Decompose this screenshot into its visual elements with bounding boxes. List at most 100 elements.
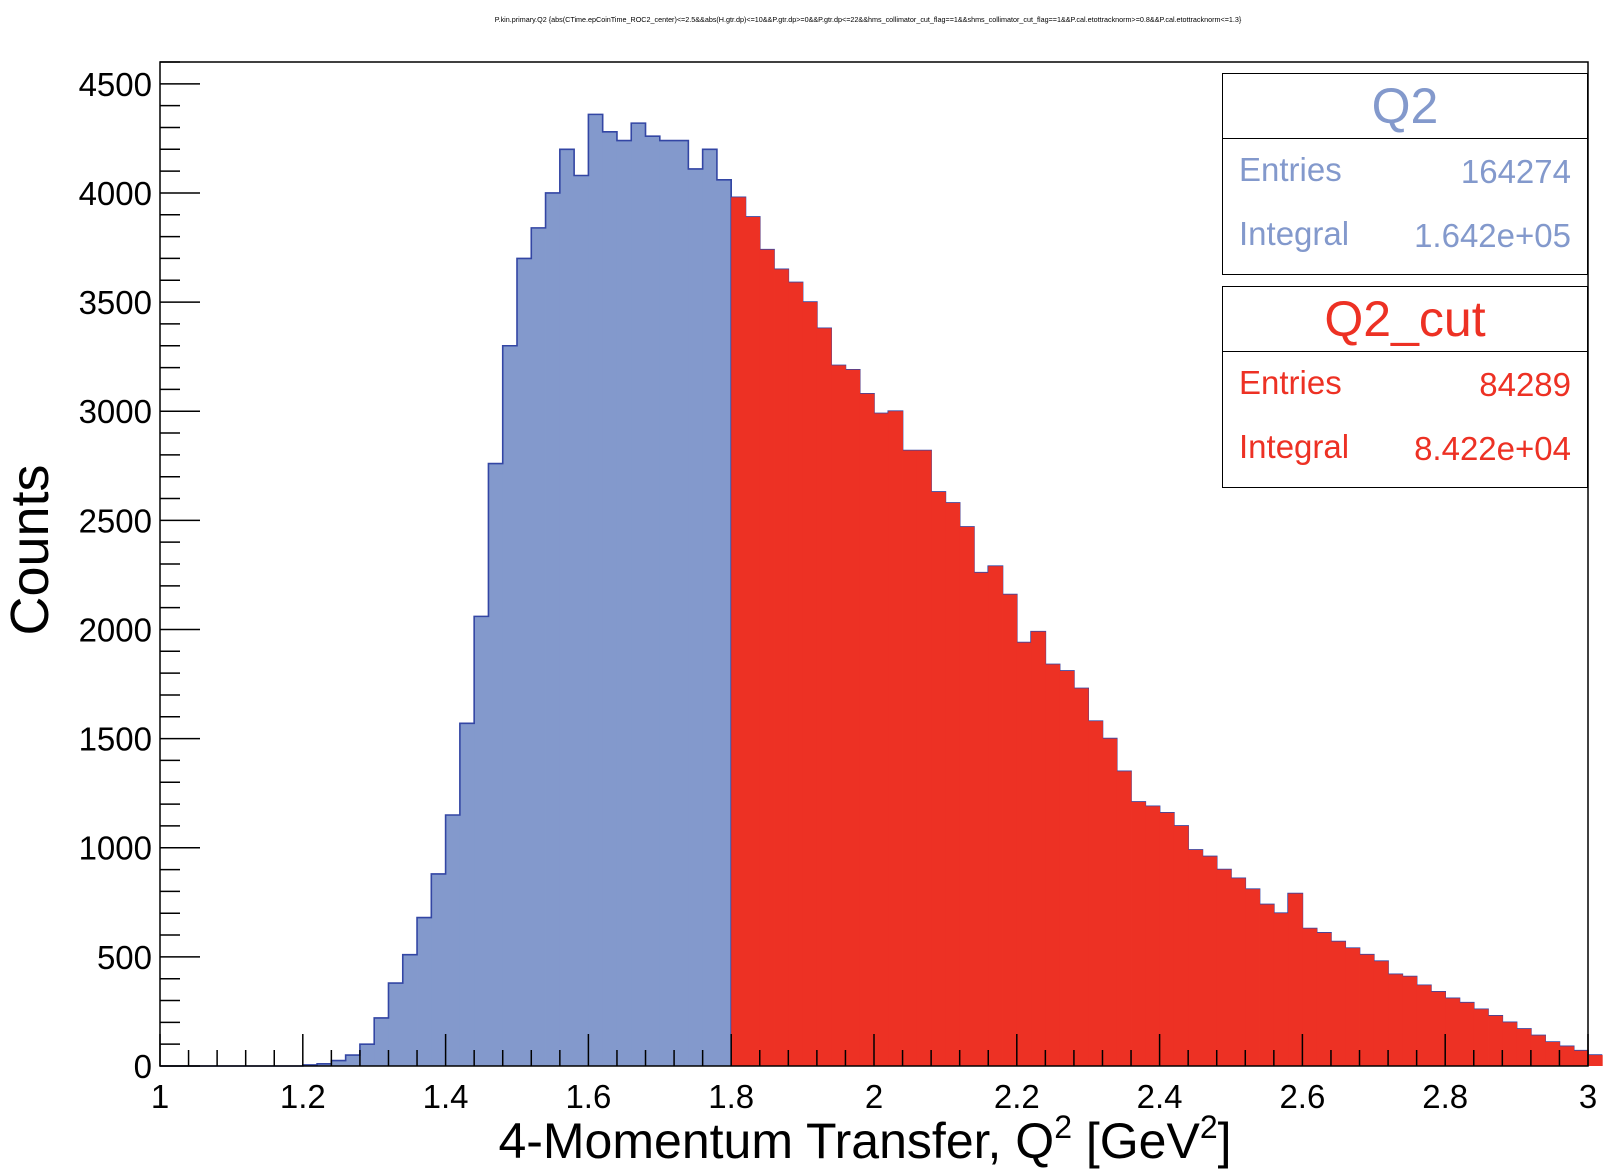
histogram-bin	[1059, 670, 1075, 1066]
histogram-bin	[1459, 1002, 1475, 1066]
histogram-bin	[1259, 904, 1275, 1066]
histogram-bin	[1288, 893, 1303, 1066]
histogram-bin	[774, 269, 789, 1066]
histogram-bin	[888, 411, 903, 1066]
histogram-bin	[331, 1060, 347, 1066]
x-tick-label: 1.8	[708, 1078, 754, 1115]
y-tick-label: 2500	[79, 502, 152, 539]
x-axis-label-units: [GeV	[1072, 1113, 1200, 1169]
histogram-bin	[1359, 954, 1375, 1066]
histogram-bin	[1216, 869, 1232, 1066]
histogram-bin	[859, 393, 875, 1066]
histogram-q2-cut-series	[731, 197, 1603, 1067]
x-tick-label: 1.4	[423, 1078, 469, 1115]
histogram-bin	[417, 917, 432, 1066]
y-tick-label: 1500	[79, 721, 152, 758]
histogram-bin	[1188, 849, 1203, 1066]
histogram-bin	[1488, 1015, 1503, 1066]
x-axis-label: 4-Momentum Transfer, Q2 [GeV2]	[498, 1109, 1231, 1169]
histogram-bin	[402, 954, 418, 1066]
histogram-bin	[702, 149, 718, 1067]
histogram-bin	[1330, 941, 1346, 1066]
x-tick-label: 2	[865, 1078, 883, 1115]
histogram-bin	[1273, 913, 1289, 1066]
histogram-bin	[816, 328, 832, 1066]
histogram-bin	[602, 131, 618, 1066]
histogram-bin	[1345, 948, 1360, 1066]
y-tick-label: 4000	[79, 175, 152, 212]
histogram-bin	[1516, 1028, 1532, 1066]
histogram-bin	[945, 502, 961, 1066]
histogram-bin	[1002, 594, 1018, 1066]
histogram-bin	[959, 526, 975, 1066]
histogram-bin	[1031, 631, 1046, 1066]
histogram-bin	[1573, 1050, 1589, 1066]
histogram-bin	[459, 723, 475, 1066]
x-tick-label: 2.4	[1137, 1078, 1183, 1115]
histogram-q2-series	[160, 113, 1603, 1067]
histogram-bin	[359, 1044, 375, 1066]
histogram-bin	[1473, 1009, 1489, 1066]
stats-entries-label: Entries	[1239, 364, 1342, 401]
histogram-bin	[1145, 806, 1160, 1066]
stats-box-q2: Q2 Entries 164274 Integral 1.642e+05	[1222, 73, 1588, 275]
x-tick-label: 3	[1579, 1078, 1597, 1115]
histogram-bin	[388, 983, 404, 1066]
histogram-bin	[745, 216, 761, 1066]
histogram-bin	[1202, 856, 1218, 1066]
y-tick-label: 500	[97, 939, 152, 976]
x-axis: 1 1.2 1.4 1.6 1.8 2 2.2 2.4 2.6 2.8 3	[151, 1034, 1597, 1115]
histogram-bin	[988, 566, 1003, 1066]
histogram-bin	[1388, 974, 1403, 1066]
histogram-bin	[559, 149, 575, 1067]
stats-row-integral-q2-cut: Integral 8.422e+04	[1223, 416, 1587, 480]
stats-integral-label: Integral	[1239, 428, 1350, 465]
x-tick-label: 2.6	[1279, 1078, 1325, 1115]
histogram-bin	[1073, 688, 1089, 1066]
histogram-bin	[874, 413, 889, 1066]
histogram-bin	[574, 175, 589, 1066]
histogram-bin	[317, 1063, 332, 1066]
stats-integral-value: 1.642e+05	[1414, 217, 1571, 254]
histogram-bin	[788, 282, 803, 1066]
histogram-bin	[616, 140, 632, 1066]
histogram-bin	[716, 179, 732, 1067]
stats-integral-value: 8.422e+04	[1414, 430, 1571, 467]
stats-row-entries-q2-cut: Entries 84289	[1223, 352, 1587, 416]
x-tick-label: 1.2	[280, 1078, 326, 1115]
histogram-bin	[759, 249, 775, 1066]
histogram-bin	[1502, 1022, 1517, 1066]
y-tick-label: 1000	[79, 830, 152, 867]
histogram-bin	[1416, 985, 1432, 1066]
histogram-bin	[1116, 771, 1132, 1066]
histogram-bin	[916, 450, 932, 1066]
histogram-bin	[345, 1055, 361, 1066]
chart-title: P.kin.primary.Q2 {abs(CTime.epCoinTime_R…	[495, 15, 1242, 24]
y-tick-label: 3500	[79, 284, 152, 321]
histogram-bin	[1131, 801, 1146, 1066]
histogram-bin	[1559, 1046, 1575, 1066]
histogram-bin	[688, 168, 704, 1067]
x-axis-label-sup: 2	[1054, 1109, 1072, 1145]
histogram-bin	[488, 463, 504, 1067]
x-tick-label: 2.8	[1422, 1078, 1468, 1115]
histogram-bin	[802, 302, 818, 1067]
stats-entries-value: 84289	[1479, 366, 1571, 403]
histogram-bin	[1530, 1035, 1546, 1066]
histogram-bin	[1173, 825, 1189, 1066]
stats-entries-label: Entries	[1239, 151, 1342, 188]
stats-box-q2-cut: Q2_cut Entries 84289 Integral 8.422e+04	[1222, 286, 1588, 488]
x-axis-label-close: ]	[1218, 1113, 1232, 1169]
histogram-bin	[1159, 812, 1175, 1066]
histogram-bin	[631, 123, 646, 1067]
histogram-bin	[1302, 928, 1318, 1066]
stats-entries-value: 164274	[1460, 153, 1571, 190]
histogram-bin	[1402, 976, 1418, 1066]
stats-title-q2-cut: Q2_cut	[1223, 287, 1587, 352]
histogram-bin	[674, 140, 689, 1066]
x-axis-label-units-sup: 2	[1200, 1109, 1218, 1145]
histogram-bin	[1245, 889, 1260, 1066]
y-tick-label: 3000	[79, 393, 152, 430]
x-tick-label: 2.2	[994, 1078, 1040, 1115]
histogram-bin	[659, 140, 675, 1066]
